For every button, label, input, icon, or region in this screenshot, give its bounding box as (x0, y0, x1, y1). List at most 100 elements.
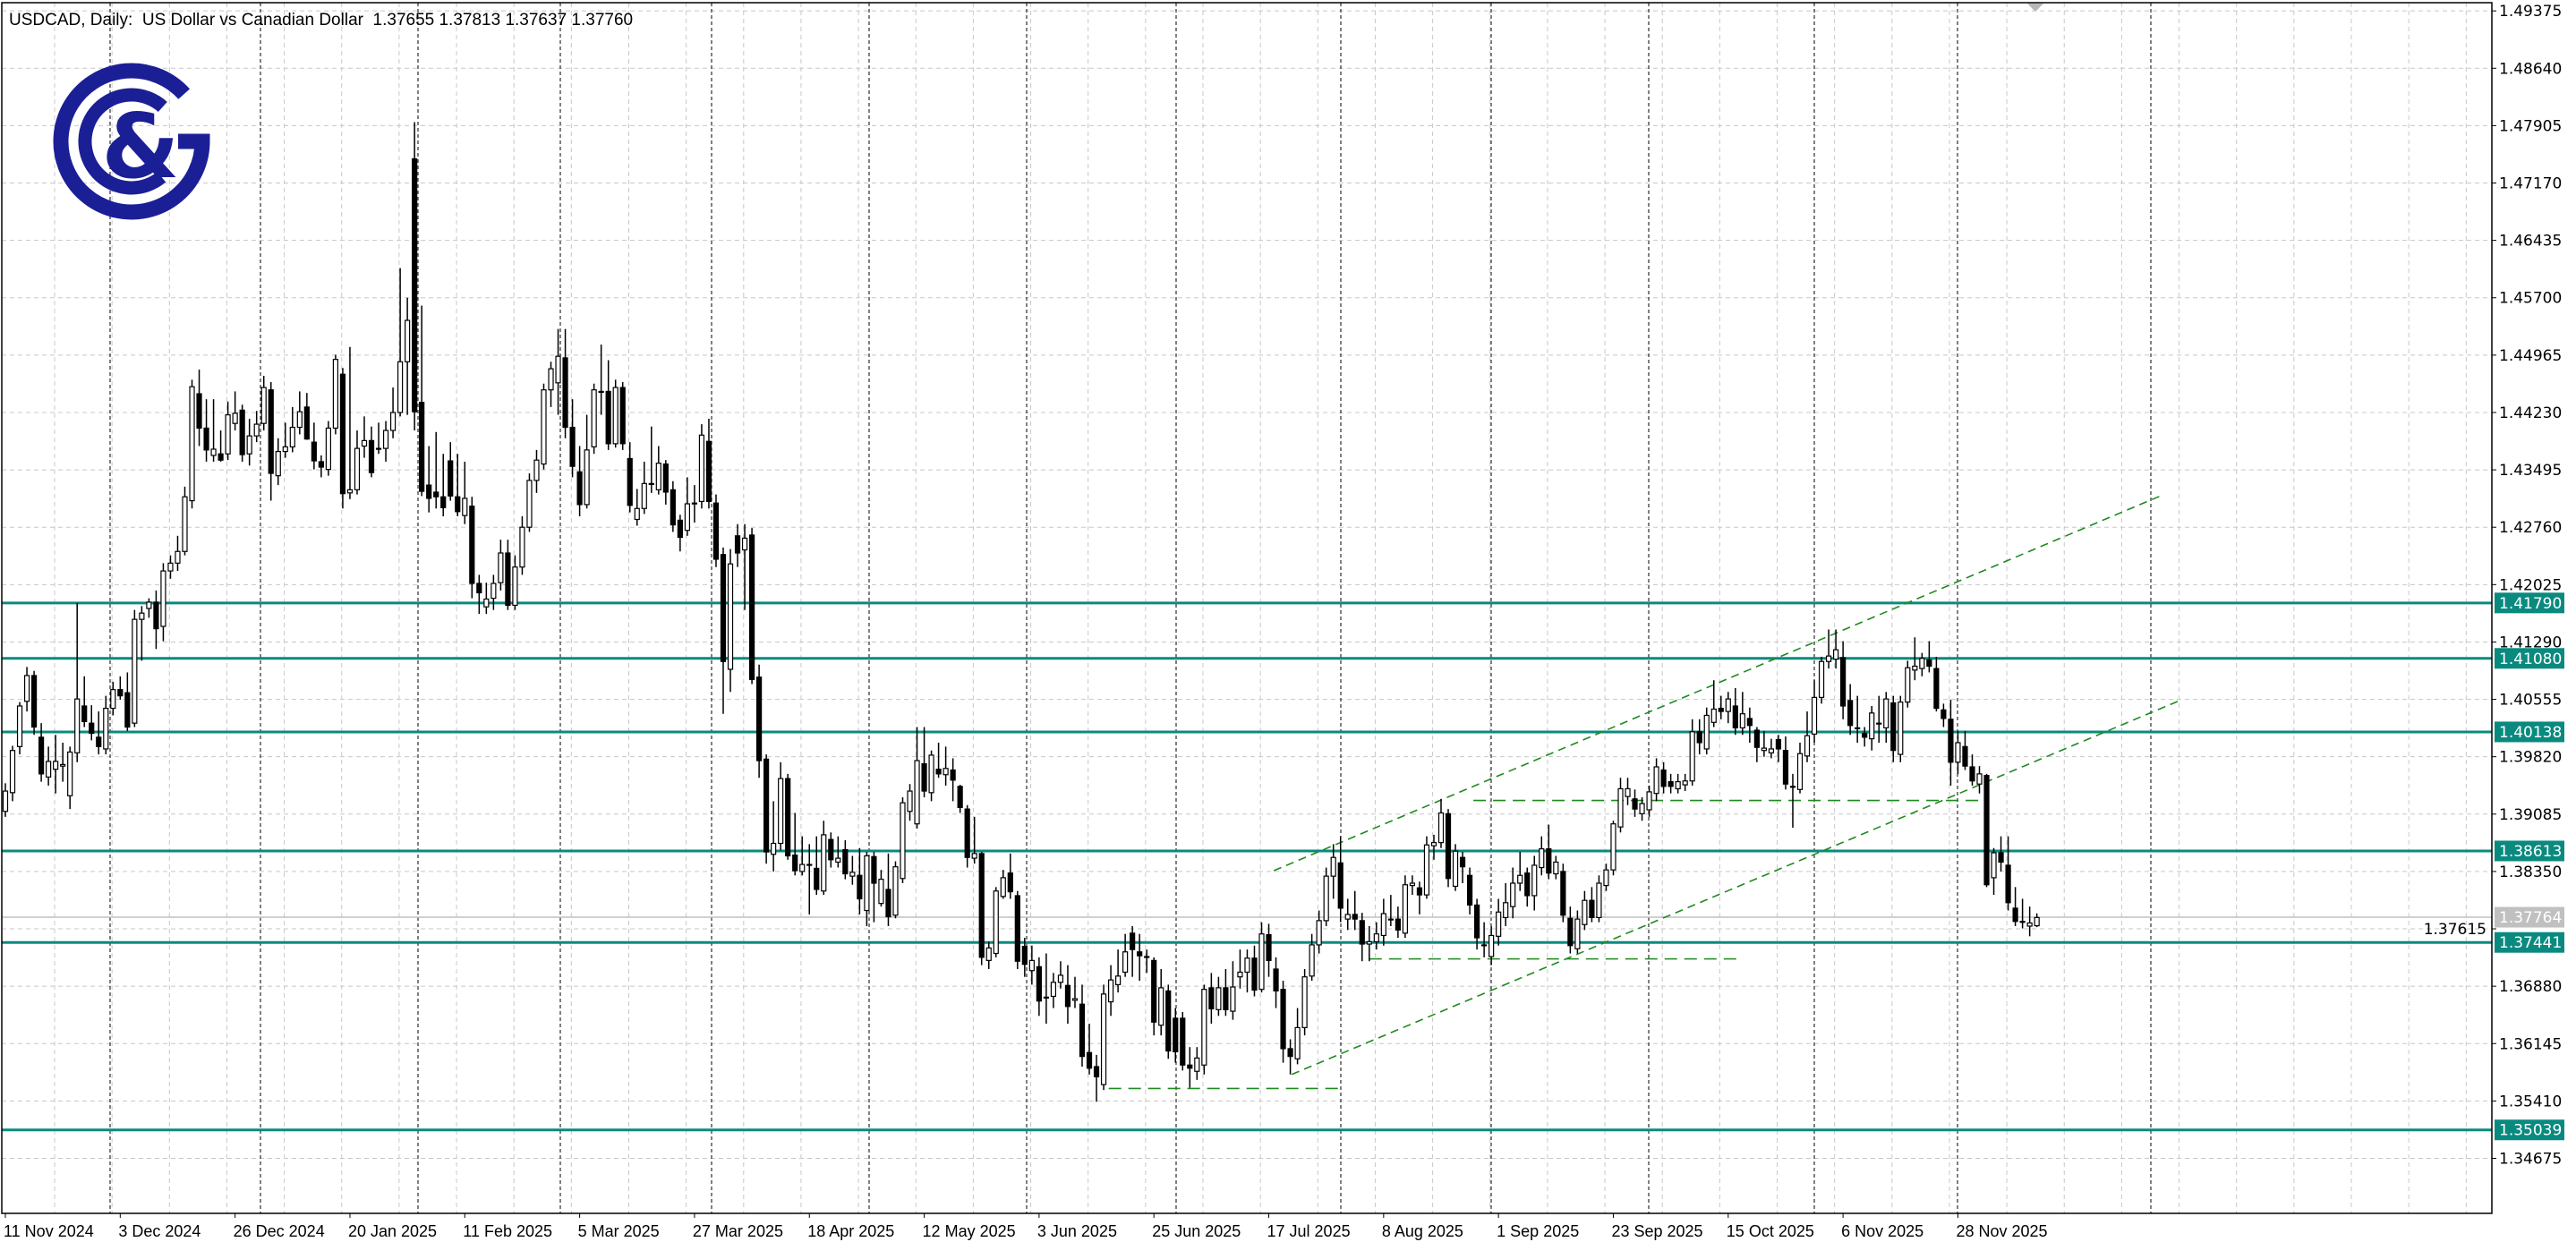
horizontal-levels[interactable] (2, 601, 2492, 1132)
level-label-box (2495, 592, 2564, 614)
candle-body-bear (30, 675, 38, 728)
candle (1137, 933, 1143, 982)
candle-body-bull (46, 761, 52, 778)
candle (325, 421, 331, 476)
candle-body-bull (189, 386, 195, 502)
candle (562, 328, 568, 438)
trendlines[interactable] (1108, 493, 2180, 1090)
candle (103, 695, 109, 755)
candle (455, 454, 461, 516)
candle (612, 379, 618, 448)
candle-body-bull (2, 790, 9, 812)
x-tick-label: 11 Feb 2025 (463, 1222, 552, 1240)
candle-body-bear (1668, 780, 1674, 787)
candle-body-bear (562, 357, 568, 429)
candle (950, 758, 956, 802)
candle-body-bear (569, 426, 576, 467)
candle-body-bull (1617, 787, 1624, 828)
candle-body-bull (498, 552, 504, 583)
candle (1596, 875, 1602, 923)
candle-body-bear (1459, 856, 1466, 868)
candle-body-bull (1330, 856, 1336, 877)
candle (1187, 1047, 1193, 1088)
candle (900, 797, 906, 883)
candle-body-bull (928, 754, 934, 794)
candle (1208, 973, 1215, 1025)
candle-body-bear (1208, 987, 1215, 1010)
candle (569, 399, 576, 478)
candle-body-bear (1093, 1066, 1100, 1077)
candle-body-bear (1165, 990, 1172, 1052)
candle (1682, 773, 1688, 792)
candle-body-bear (705, 440, 712, 503)
candle-body-bull (1028, 959, 1035, 972)
candle (670, 481, 676, 532)
candle (1323, 867, 1329, 926)
candle-body-bull (1855, 727, 1861, 730)
candle-body-bear (81, 705, 88, 723)
candle (1833, 629, 1839, 669)
candle (1237, 949, 1243, 989)
candle-body-bull (878, 879, 884, 905)
candle (677, 515, 683, 552)
candle-body-bear (1775, 738, 1782, 750)
candle (1330, 844, 1336, 899)
candle-body-bear (1086, 1051, 1093, 1069)
price-axis[interactable]: 1.49375 1.48640 1.47905 1.47170 1.46435 1.457… (2424, 3, 2564, 1169)
candle-body-bull (985, 947, 992, 961)
candle-body-bear (1660, 769, 1667, 787)
candle-body-bull (260, 387, 267, 424)
candle (246, 418, 252, 466)
candle-body-bull (139, 612, 145, 620)
candle (1998, 836, 2004, 872)
candle-body-bear (268, 389, 274, 474)
candle-body-bull (835, 857, 841, 863)
x-tick-label: 12 May 2025 (923, 1222, 1016, 1240)
candle-body-bull (1344, 914, 1351, 920)
candle (1437, 798, 1445, 848)
x-tick-label: 15 Oct 2025 (1727, 1222, 1814, 1240)
candle-body-bear (196, 393, 202, 430)
candle-body-bull (346, 489, 354, 494)
candle (239, 404, 245, 462)
candle-body-bull (1517, 874, 1523, 884)
candle (1144, 949, 1150, 974)
y-tick-label: 1.38350 (2499, 863, 2562, 881)
candle-body-bull (1309, 944, 1315, 977)
candle (1301, 968, 1308, 1036)
candle (2034, 913, 2040, 928)
candle (1639, 797, 1645, 821)
candle-body-bull (943, 768, 949, 776)
candle-body-bear (964, 808, 970, 858)
candle (519, 516, 525, 575)
candle (210, 399, 217, 462)
candle (419, 305, 425, 497)
candle (821, 821, 827, 896)
level-label-box (2495, 1119, 2564, 1141)
candle (1739, 692, 1745, 736)
candle-body-bull (1876, 722, 1882, 725)
candle-body-bull (526, 480, 533, 528)
candle (296, 391, 303, 435)
candle (1050, 973, 1057, 1008)
time-axis[interactable]: 11 Nov 2024 3 Dec 2024 26 Dec 2024 20 Jan 2… (4, 1213, 2048, 1240)
level-label: 1.35039 (2499, 1122, 2562, 1140)
candle-body-bull (1703, 714, 1710, 750)
level-label-box (2495, 648, 2564, 669)
chart-shift-marker-icon[interactable] (2027, 4, 2043, 12)
candle (153, 590, 159, 650)
grid (2, 3, 2492, 1213)
candle (792, 812, 798, 876)
candle-body-bear (662, 463, 669, 493)
candle-body-bull (160, 570, 166, 627)
candle (96, 711, 102, 755)
candle (1007, 853, 1013, 899)
candle-body-bull (1158, 987, 1164, 1026)
candle-body-bear (720, 554, 727, 662)
candle-body-bull (1373, 933, 1379, 943)
candle (849, 855, 856, 885)
candle (1718, 695, 1724, 719)
candle (1416, 881, 1423, 914)
candle-body-bear (218, 453, 224, 461)
